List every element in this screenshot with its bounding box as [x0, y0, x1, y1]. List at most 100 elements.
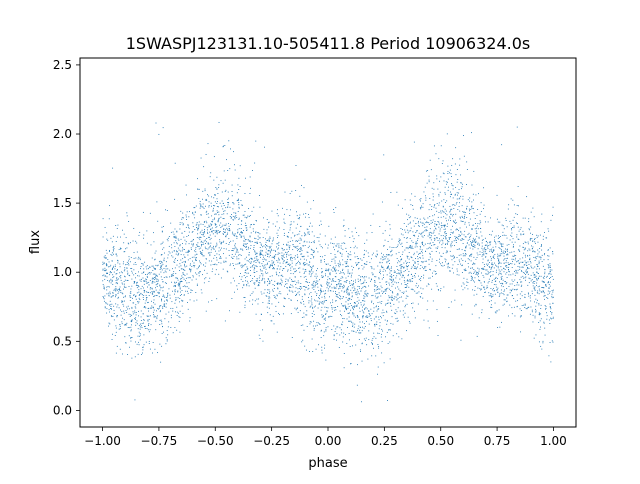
data-point [313, 235, 315, 237]
data-point [405, 231, 407, 233]
data-point [143, 283, 145, 285]
data-point [489, 249, 491, 251]
data-point [473, 280, 474, 282]
data-point [108, 261, 110, 263]
data-point [476, 252, 478, 254]
data-point [357, 285, 359, 287]
data-point [307, 288, 309, 290]
data-point [347, 313, 349, 314]
data-point [192, 211, 194, 213]
data-point [185, 261, 186, 263]
data-point [490, 276, 491, 278]
data-point [239, 165, 241, 167]
data-point [310, 274, 312, 276]
data-point [356, 289, 358, 291]
data-point [312, 271, 314, 273]
data-point [332, 267, 334, 269]
data-point [294, 290, 296, 292]
data-point [141, 278, 142, 280]
data-point [396, 275, 398, 277]
data-point [214, 194, 216, 196]
data-point [426, 230, 428, 231]
data-point [271, 260, 273, 262]
data-point [182, 312, 184, 314]
data-point [448, 241, 450, 243]
data-point [426, 221, 428, 223]
data-point [420, 206, 422, 208]
data-point [115, 254, 117, 256]
data-point [125, 342, 127, 344]
data-point [326, 287, 328, 289]
data-point [188, 227, 190, 229]
data-point [518, 262, 520, 264]
data-point [194, 265, 196, 266]
data-point [423, 191, 425, 193]
data-point [341, 253, 343, 255]
data-point [548, 319, 550, 321]
data-point [540, 221, 542, 223]
data-point [541, 280, 543, 282]
data-point [516, 222, 517, 224]
data-point [143, 280, 145, 282]
data-point [545, 284, 547, 286]
data-point [362, 300, 364, 302]
data-point [104, 269, 106, 271]
data-point [244, 258, 246, 260]
data-point [104, 275, 106, 277]
data-point [266, 219, 268, 220]
data-point [543, 295, 545, 297]
data-point [258, 195, 260, 196]
data-point [470, 234, 472, 236]
data-point [147, 316, 149, 317]
data-point [158, 133, 160, 135]
data-point [239, 262, 241, 264]
data-point [187, 250, 189, 252]
data-point [454, 194, 456, 196]
data-point [471, 244, 472, 246]
data-point [458, 274, 460, 276]
data-point [384, 230, 386, 232]
data-point [548, 249, 549, 251]
data-point [144, 302, 146, 304]
data-point [448, 186, 449, 188]
data-point [416, 217, 418, 219]
data-point [155, 250, 157, 252]
data-point [265, 251, 267, 253]
data-point [538, 278, 539, 280]
data-point [139, 259, 141, 261]
data-point [483, 268, 485, 270]
data-point [549, 270, 551, 272]
data-point [249, 261, 251, 263]
data-point [269, 266, 271, 268]
data-point [345, 281, 347, 283]
data-point [289, 193, 291, 195]
data-point [153, 291, 155, 293]
data-point [241, 267, 243, 269]
data-point [300, 226, 302, 228]
data-point [305, 314, 307, 316]
data-point [535, 334, 537, 336]
data-point [180, 281, 182, 283]
data-point [224, 145, 226, 146]
data-point [301, 341, 303, 343]
data-point [253, 248, 255, 250]
data-point [117, 292, 119, 294]
data-point [410, 204, 412, 206]
data-point [116, 345, 118, 347]
data-point [346, 265, 348, 267]
data-point [200, 214, 202, 216]
data-point [223, 205, 225, 206]
data-point [513, 251, 515, 253]
data-point [106, 286, 108, 288]
data-point [140, 292, 142, 294]
data-point [538, 312, 540, 314]
data-point [125, 248, 127, 250]
data-point [501, 321, 503, 323]
data-point [286, 235, 288, 237]
data-point [152, 270, 154, 271]
data-point [460, 195, 462, 197]
data-point [446, 133, 448, 135]
data-point [203, 207, 205, 209]
data-point [500, 289, 502, 291]
data-point [283, 268, 285, 270]
